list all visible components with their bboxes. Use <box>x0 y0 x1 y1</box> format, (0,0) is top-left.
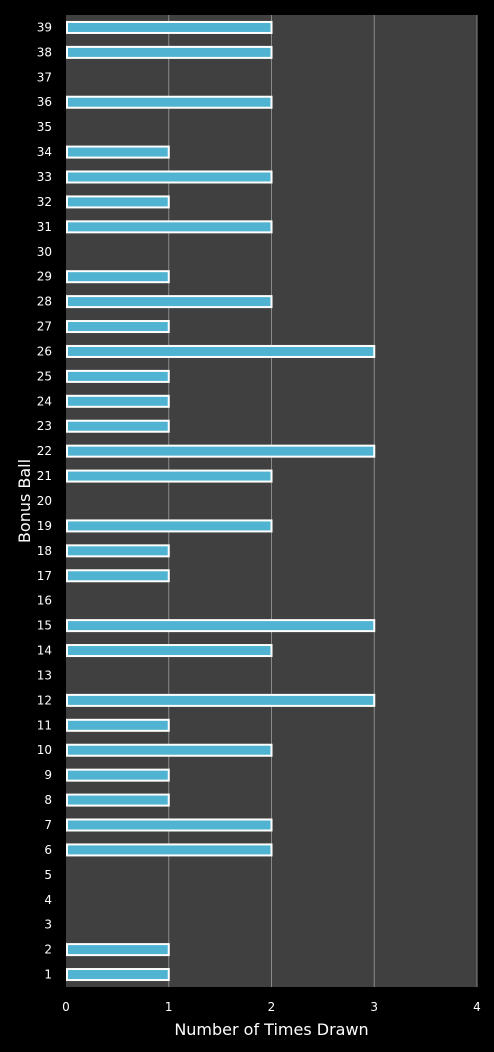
bar-7 <box>66 818 273 832</box>
x-axis-title: Number of Times Drawn <box>174 1020 368 1039</box>
y-tick-label-9: 9 <box>44 768 52 782</box>
bar-9 <box>66 768 170 782</box>
y-tick-label-29: 29 <box>37 270 52 284</box>
bar-32 <box>66 195 170 209</box>
bar-23 <box>66 419 170 433</box>
y-tick-label-37: 37 <box>37 70 52 84</box>
x-tick-label-2: 2 <box>268 1000 276 1014</box>
x-tick-label-1: 1 <box>165 1000 173 1014</box>
bar-28 <box>66 295 273 309</box>
y-tick-label-35: 35 <box>37 120 52 134</box>
bar-26 <box>66 344 376 358</box>
bars <box>66 20 376 982</box>
y-tick-label-1: 1 <box>44 968 52 982</box>
y-tick-label-11: 11 <box>37 718 52 732</box>
y-tick-label-19: 19 <box>37 519 52 533</box>
y-tick-label-14: 14 <box>37 644 52 658</box>
bar-24 <box>66 394 170 408</box>
bar-18 <box>66 544 170 558</box>
bar-12 <box>66 693 376 707</box>
bar-6 <box>66 843 273 857</box>
bar-27 <box>66 320 170 334</box>
x-tick-label-3: 3 <box>370 1000 378 1014</box>
bar-38 <box>66 45 273 59</box>
y-tick-label-39: 39 <box>37 20 52 34</box>
y-tick-label-6: 6 <box>44 843 52 857</box>
bar-36 <box>66 95 273 109</box>
y-axis-tick-labels: 1234567891011121314151617181920212223242… <box>37 20 52 981</box>
y-tick-label-16: 16 <box>37 594 52 608</box>
y-tick-label-34: 34 <box>37 145 52 159</box>
y-tick-label-32: 32 <box>37 195 52 209</box>
y-tick-label-24: 24 <box>37 394 52 408</box>
y-tick-label-20: 20 <box>37 494 52 508</box>
bar-31 <box>66 220 273 234</box>
x-axis-tick-labels: 0 1 2 3 4 <box>62 1000 481 1014</box>
y-tick-label-25: 25 <box>37 369 52 383</box>
y-tick-label-38: 38 <box>37 45 52 59</box>
y-tick-label-30: 30 <box>37 245 52 259</box>
y-axis-title: Bonus Ball <box>15 459 34 543</box>
y-tick-label-17: 17 <box>37 569 52 583</box>
bar-17 <box>66 569 170 583</box>
y-tick-label-4: 4 <box>44 893 52 907</box>
bar-2 <box>66 943 170 957</box>
y-tick-label-2: 2 <box>44 943 52 957</box>
y-tick-label-12: 12 <box>37 693 52 707</box>
bar-19 <box>66 519 273 533</box>
y-tick-label-15: 15 <box>37 619 52 633</box>
bar-1 <box>66 968 170 982</box>
y-tick-label-31: 31 <box>37 220 52 234</box>
bar-10 <box>66 743 273 757</box>
bar-39 <box>66 20 273 34</box>
bar-8 <box>66 793 170 807</box>
bar-14 <box>66 644 273 658</box>
y-tick-label-7: 7 <box>44 818 52 832</box>
bar-21 <box>66 469 273 483</box>
y-tick-label-33: 33 <box>37 170 52 184</box>
bar-11 <box>66 718 170 732</box>
y-tick-label-18: 18 <box>37 544 52 558</box>
y-tick-label-27: 27 <box>37 320 52 334</box>
y-tick-label-3: 3 <box>44 918 52 932</box>
y-tick-label-26: 26 <box>37 344 52 358</box>
bar-22 <box>66 444 376 458</box>
y-tick-label-36: 36 <box>37 95 52 109</box>
bar-33 <box>66 170 273 184</box>
y-tick-label-8: 8 <box>44 793 52 807</box>
y-tick-label-10: 10 <box>37 743 52 757</box>
x-tick-label-0: 0 <box>62 1000 70 1014</box>
y-tick-label-5: 5 <box>44 868 52 882</box>
bar-34 <box>66 145 170 159</box>
bar-15 <box>66 619 376 633</box>
y-tick-label-22: 22 <box>37 444 52 458</box>
y-tick-label-13: 13 <box>37 668 52 682</box>
bar-29 <box>66 270 170 284</box>
x-tick-label-4: 4 <box>473 1000 481 1014</box>
y-tick-label-28: 28 <box>37 295 52 309</box>
y-tick-label-23: 23 <box>37 419 52 433</box>
y-tick-label-21: 21 <box>37 469 52 483</box>
bar-25 <box>66 369 170 383</box>
